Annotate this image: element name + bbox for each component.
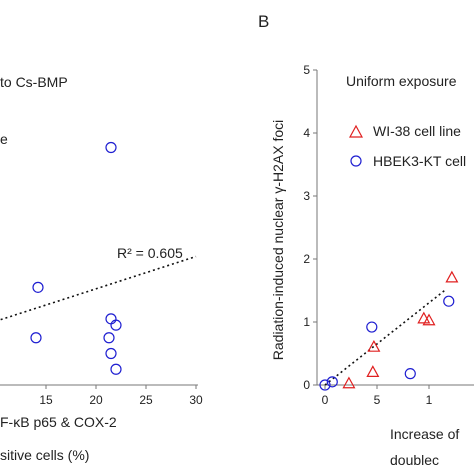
panel-b-point-wi38 xyxy=(366,365,380,377)
panel-a-x-tick-label: 20 xyxy=(89,393,103,407)
panel-b-legend-label-wi38: WI-38 cell line xyxy=(373,123,461,139)
panel-b-point-wi38 xyxy=(342,376,356,389)
panel-a-point xyxy=(105,141,117,154)
panel-b-x-tick-label: 1 xyxy=(426,393,433,407)
panel-a-x-tick-label: 25 xyxy=(139,393,153,407)
panel-a-legend-line-2: e xyxy=(0,131,8,147)
panel-a-legend-line-1: to Cs-BMP xyxy=(0,74,68,90)
panel-b-trendline xyxy=(324,289,446,386)
panel-b-point-wi38 xyxy=(445,270,459,283)
panel-b-plot: 0 1 2 3 4 5 0 5 1 xyxy=(303,63,474,407)
panel-b-point-hbek3 xyxy=(319,379,331,391)
panel-b-label: B xyxy=(258,12,269,31)
panel-a-point xyxy=(30,332,42,344)
panel-a-xlabel-line-2: sitive cells (%) xyxy=(0,447,89,463)
panel-b-y-tick-label: 4 xyxy=(303,126,310,140)
panel-b-x-tick-label: 5 xyxy=(374,393,381,407)
panel-b-point-hbek3 xyxy=(366,321,378,333)
panel-a-xlabel-line-1: F-κB p65 & COX-2 xyxy=(0,414,117,430)
panel-b-y-tick-label: 1 xyxy=(303,315,310,329)
panel-a-x-tick-label: 30 xyxy=(189,393,203,407)
panel-a-plot: 15 20 25 30 xyxy=(0,141,203,407)
panel-b-point-wi38 xyxy=(367,339,381,352)
panel-b-y-tick-label: 0 xyxy=(303,378,310,392)
panel-b-legend-title: Uniform exposure xyxy=(346,73,457,89)
panel-b-ylabel: Radiation-induced nuclear γ-H2AX foci xyxy=(270,120,286,360)
panel-b-xlabel-line-1: Increase of xyxy=(390,426,459,442)
panel-a-point xyxy=(110,363,122,375)
panel-a-point xyxy=(32,281,44,293)
panel-b-point-hbek3 xyxy=(326,376,338,388)
panel-b-point-wi38 xyxy=(417,311,431,324)
panel-a-point xyxy=(105,347,117,360)
panel-a-point xyxy=(105,313,117,325)
panel-b-xlabel-line-2: doublec xyxy=(390,452,439,468)
panel-b-legend-circle-icon xyxy=(350,155,362,167)
panel-a-x-tick-label: 15 xyxy=(39,393,53,407)
panel-b-y-tick-label: 2 xyxy=(303,252,310,266)
panel-b-y-tick-label: 5 xyxy=(303,63,310,77)
panel-a-trendline xyxy=(0,255,197,321)
panel-b-point-hbek3 xyxy=(404,368,416,380)
panel-a-r-squared: R² = 0.605 xyxy=(117,245,183,261)
panel-a-point xyxy=(103,332,115,344)
panel-b-point-hbek3 xyxy=(443,295,455,307)
panel-b-x-tick-label: 0 xyxy=(322,393,329,407)
panel-b-point-wi38 xyxy=(422,313,436,326)
panel-b-y-tick-label: 3 xyxy=(303,189,310,203)
panel-a-point xyxy=(110,319,122,331)
panel-b-legend-triangle-icon xyxy=(348,124,364,138)
panel-b-legend-label-hbek3: HBEK3-KT cell xyxy=(373,153,466,169)
